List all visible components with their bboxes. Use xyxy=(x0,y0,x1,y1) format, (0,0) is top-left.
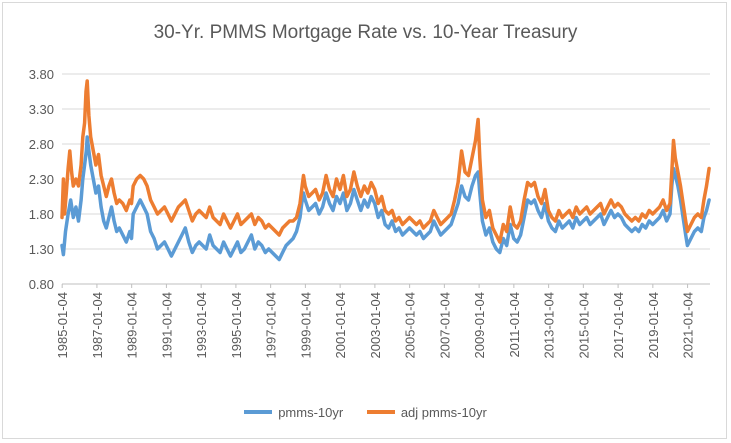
x-tick-label: 2007-01-04 xyxy=(437,292,452,359)
x-tick-label: 2009-01-04 xyxy=(472,292,487,359)
x-tick-label: 2015-01-04 xyxy=(576,292,591,359)
y-tick-label: 3.80 xyxy=(29,67,54,82)
x-tick-label: 2003-01-04 xyxy=(368,292,383,359)
y-tick-label: 2.80 xyxy=(29,137,54,152)
series-line-pmms xyxy=(60,135,711,262)
legend-item-adj-pmms: adj pmms-10yr xyxy=(366,404,487,420)
x-tick-label: 1995-01-04 xyxy=(229,292,244,359)
y-tick-label: 1.80 xyxy=(29,207,54,222)
chart-title: 30-Yr. PMMS Mortgage Rate vs. 10-Year Tr… xyxy=(153,22,578,43)
x-tick-label: 2011-01-04 xyxy=(507,292,522,358)
legend-label-pmms: pmms-10yr xyxy=(278,404,344,420)
x-tick-label: 2017-01-04 xyxy=(611,292,626,359)
x-tick-label: 2019-01-04 xyxy=(646,292,661,359)
legend-label-adj-pmms: adj pmms-10yr xyxy=(400,404,487,420)
y-tick-label: 1.30 xyxy=(29,242,54,257)
y-tick-label: 3.30 xyxy=(29,102,54,117)
legend-swatch-adj-pmms xyxy=(366,410,395,414)
legend-item-pmms: pmms-10yr xyxy=(244,405,343,420)
x-tick-label: 1999-01-04 xyxy=(298,292,313,359)
x-tick-label: 1991-01-04 xyxy=(159,292,174,359)
x-tick-label: 2001-01-04 xyxy=(333,292,348,359)
x-tick-label: 1993-01-04 xyxy=(194,292,209,359)
x-tick-label: 1997-01-04 xyxy=(264,292,279,359)
x-tick-label: 1987-01-04 xyxy=(90,292,105,359)
x-tick-label: 2021-01-04 xyxy=(681,292,696,359)
y-tick-label: 2.30 xyxy=(29,172,54,187)
legend-swatch-pmms xyxy=(244,410,273,414)
y-tick-label: 0.80 xyxy=(29,277,54,292)
x-tick-label: 2005-01-04 xyxy=(403,292,418,359)
x-tick-label: 1989-01-04 xyxy=(125,292,140,359)
x-tick-label: 2013-01-04 xyxy=(542,292,557,359)
x-tick-label: 1985-01-04 xyxy=(55,292,70,359)
series-line-adj-pmms xyxy=(60,79,711,244)
legend: pmms-10yr adj pmms-10yr xyxy=(0,402,731,420)
